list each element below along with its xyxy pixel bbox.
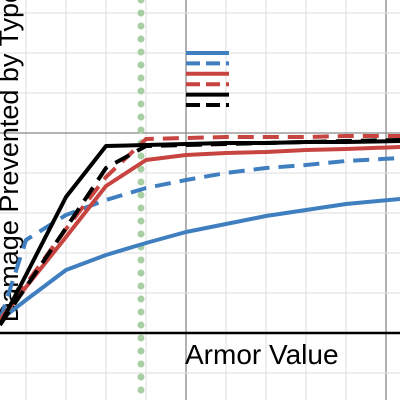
series-line [0,138,400,327]
y-axis-label: Damage Prevented by Type [0,0,24,322]
series-line [0,197,400,322]
series-line [0,134,400,322]
series-line [0,145,400,322]
series-line [0,139,400,326]
x-axis-label: Armor Value [185,339,339,370]
